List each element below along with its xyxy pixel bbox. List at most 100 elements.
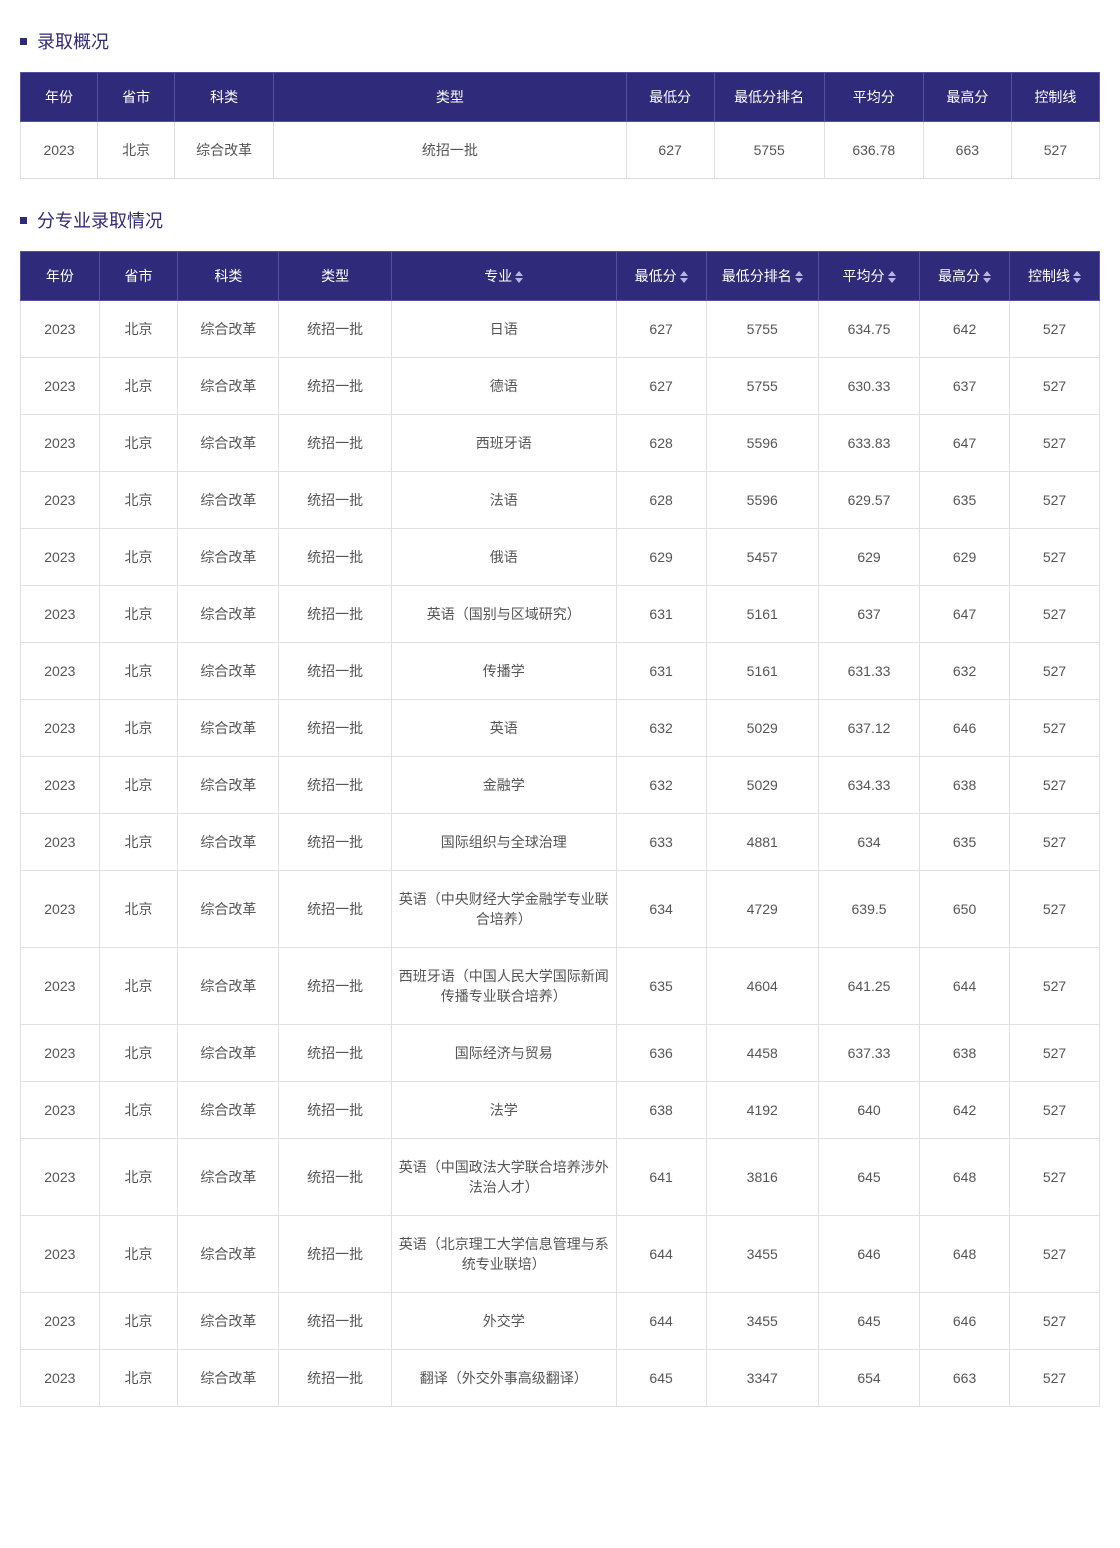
cell-rank: 4881: [706, 814, 818, 871]
cell-control: 527: [1010, 415, 1100, 472]
cell-year: 2023: [21, 122, 98, 179]
th-control[interactable]: 控制线: [1010, 252, 1100, 301]
cell-year: 2023: [21, 301, 100, 358]
cell-min: 631: [616, 643, 706, 700]
cell-max: 648: [920, 1139, 1010, 1216]
cell-category: 综合改革: [178, 586, 279, 643]
section-title-text: 分专业录取情况: [37, 207, 163, 233]
cell-rank: 5596: [706, 472, 818, 529]
cell-control: 527: [1010, 814, 1100, 871]
cell-province: 北京: [99, 1025, 178, 1082]
cell-province: 北京: [99, 948, 178, 1025]
cell-type: 统招一批: [279, 529, 391, 586]
cell-type: 统招一批: [279, 1082, 391, 1139]
cell-type: 统招一批: [279, 301, 391, 358]
cell-year: 2023: [21, 1216, 100, 1293]
cell-avg: 637: [818, 586, 919, 643]
cell-province: 北京: [99, 301, 178, 358]
cell-rank: 4604: [706, 948, 818, 1025]
cell-category: 综合改革: [178, 1082, 279, 1139]
cell-min: 627: [616, 301, 706, 358]
section-title-overview: 录取概况: [20, 28, 1100, 54]
sort-icon[interactable]: [680, 271, 688, 283]
cell-rank: 5755: [706, 301, 818, 358]
cell-year: 2023: [21, 1350, 100, 1407]
sort-icon[interactable]: [983, 271, 991, 283]
cell-major: 传播学: [391, 643, 616, 700]
th-avg: 平均分: [824, 73, 923, 122]
cell-control: 527: [1010, 643, 1100, 700]
cell-major: 德语: [391, 358, 616, 415]
cell-avg: 654: [818, 1350, 919, 1407]
sort-icon[interactable]: [1073, 271, 1081, 283]
cell-min: 635: [616, 948, 706, 1025]
th-label: 最低分: [635, 268, 677, 284]
table-row: 2023北京综合改革统招一批德语6275755630.33637527: [21, 358, 1100, 415]
cell-max: 638: [920, 757, 1010, 814]
th-max[interactable]: 最高分: [920, 252, 1010, 301]
cell-major: 法语: [391, 472, 616, 529]
cell-category: 综合改革: [178, 1293, 279, 1350]
cell-province: 北京: [99, 1082, 178, 1139]
cell-year: 2023: [21, 415, 100, 472]
cell-min: 631: [616, 586, 706, 643]
cell-province: 北京: [99, 1293, 178, 1350]
cell-control: 527: [1010, 358, 1100, 415]
bullet-icon: [20, 38, 27, 45]
cell-type: 统招一批: [279, 358, 391, 415]
cell-year: 2023: [21, 1139, 100, 1216]
cell-type: 统招一批: [279, 1139, 391, 1216]
cell-type: 统招一批: [279, 1293, 391, 1350]
th-control: 控制线: [1011, 73, 1099, 122]
cell-min: 636: [616, 1025, 706, 1082]
cell-major: 英语: [391, 700, 616, 757]
cell-category: 综合改革: [178, 1025, 279, 1082]
cell-avg: 631.33: [818, 643, 919, 700]
cell-max: 648: [920, 1216, 1010, 1293]
th-min[interactable]: 最低分: [616, 252, 706, 301]
th-max: 最高分: [923, 73, 1011, 122]
cell-rank: 5755: [706, 358, 818, 415]
table-row: 2023北京综合改革统招一批西班牙语6285596633.83647527: [21, 415, 1100, 472]
cell-min: 632: [616, 757, 706, 814]
th-label: 年份: [46, 268, 74, 284]
cell-avg: 645: [818, 1139, 919, 1216]
th-province: 省市: [99, 252, 178, 301]
cell-min: 629: [616, 529, 706, 586]
cell-max: 644: [920, 948, 1010, 1025]
section-title-text: 录取概况: [37, 28, 109, 54]
cell-max: 642: [920, 301, 1010, 358]
table-row: 2023北京综合改革统招一批西班牙语（中国人民大学国际新闻传播专业联合培养）63…: [21, 948, 1100, 1025]
cell-rank: 5029: [706, 757, 818, 814]
cell-type: 统招一批: [279, 472, 391, 529]
sort-icon[interactable]: [795, 271, 803, 283]
cell-province: 北京: [99, 529, 178, 586]
table-row: 2023北京综合改革统招一批金融学6325029634.33638527: [21, 757, 1100, 814]
cell-category: 综合改革: [178, 1350, 279, 1407]
cell-control: 527: [1011, 122, 1099, 179]
cell-year: 2023: [21, 871, 100, 948]
cell-control: 527: [1010, 529, 1100, 586]
cell-province: 北京: [98, 122, 175, 179]
th-avg[interactable]: 平均分: [818, 252, 919, 301]
th-label: 平均分: [843, 268, 885, 284]
table-row: 2023北京综合改革统招一批英语（中央财经大学金融学专业联合培养）6344729…: [21, 871, 1100, 948]
cell-max: 638: [920, 1025, 1010, 1082]
cell-year: 2023: [21, 1293, 100, 1350]
th-min: 最低分: [626, 73, 714, 122]
th-rank[interactable]: 最低分排名: [706, 252, 818, 301]
sort-icon[interactable]: [888, 271, 896, 283]
cell-avg: 634: [818, 814, 919, 871]
th-major[interactable]: 专业: [391, 252, 616, 301]
cell-rank: 4192: [706, 1082, 818, 1139]
cell-avg: 633.83: [818, 415, 919, 472]
cell-major: 英语（中国政法大学联合培养涉外法治人才）: [391, 1139, 616, 1216]
cell-province: 北京: [99, 1139, 178, 1216]
table-row: 2023北京综合改革统招一批俄语6295457629629527: [21, 529, 1100, 586]
sort-icon[interactable]: [515, 271, 523, 283]
cell-province: 北京: [99, 358, 178, 415]
cell-control: 527: [1010, 948, 1100, 1025]
cell-control: 527: [1010, 1025, 1100, 1082]
bullet-icon: [20, 217, 27, 224]
cell-max: 646: [920, 700, 1010, 757]
